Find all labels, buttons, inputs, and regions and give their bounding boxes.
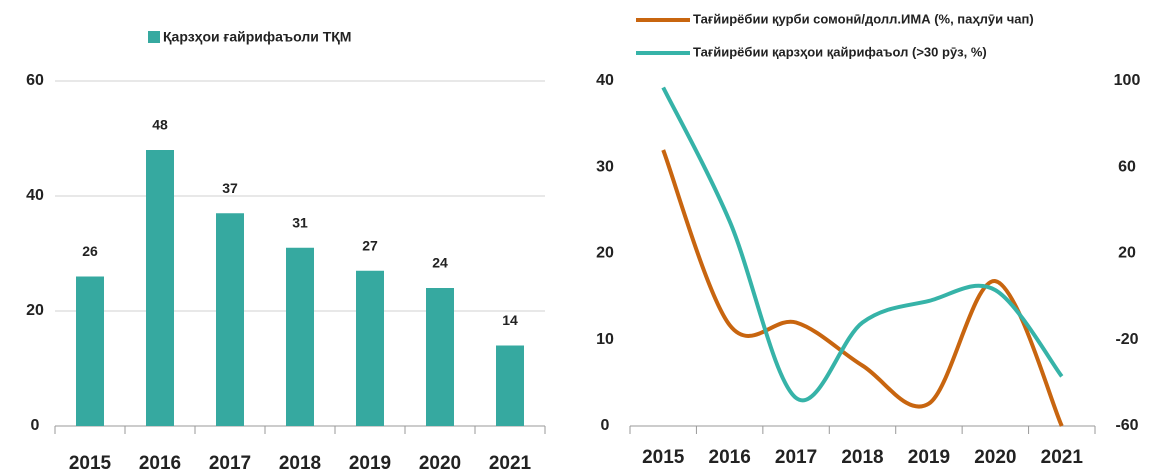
- value-label: 24: [432, 255, 448, 271]
- y2-tick-label: 100: [1114, 72, 1141, 89]
- x-tick-label: 2017: [209, 453, 251, 469]
- y-tick-label: 10: [596, 331, 614, 348]
- legend-label: Қарзҳои ғайрифаъоли ТҚМ: [163, 29, 351, 45]
- bar: [216, 213, 244, 426]
- bar: [76, 276, 104, 426]
- y-tick-label: 20: [596, 245, 614, 262]
- y2-tick-label: -20: [1115, 331, 1138, 348]
- value-label: 48: [152, 117, 168, 133]
- x-tick-label: 2018: [841, 447, 883, 468]
- y-tick-label: 60: [26, 72, 44, 89]
- x-tick-label: 2018: [279, 453, 321, 469]
- x-tick-label: 2016: [139, 453, 181, 469]
- bar: [356, 270, 384, 426]
- x-tick-label: 2015: [642, 447, 685, 468]
- x-tick-label: 2019: [908, 447, 950, 468]
- x-tick-label: 2020: [419, 453, 461, 469]
- legend-label: Тағйирёбии қарзҳои қайрифаъол (>30 рӯз, …: [693, 44, 987, 59]
- y2-tick-label: 60: [1118, 158, 1136, 175]
- y2-tick-label: -60: [1115, 417, 1138, 434]
- bar: [146, 150, 174, 426]
- legend-label: Тағйирёбии қурби сомонӣ/долл.ИМА (%, паҳ…: [693, 11, 1034, 26]
- value-label: 26: [82, 243, 98, 259]
- bar: [496, 345, 524, 426]
- y-tick-label: 30: [596, 158, 614, 175]
- value-label: 27: [362, 237, 378, 253]
- bar: [426, 288, 454, 426]
- y2-tick-label: 20: [1118, 245, 1136, 262]
- y-tick-label: 20: [26, 302, 44, 319]
- x-tick-label: 2016: [709, 447, 751, 468]
- series-line: [661, 149, 1064, 427]
- x-tick-label: 2021: [1041, 447, 1084, 468]
- y-tick-label: 40: [26, 187, 44, 204]
- legend-swatch: [148, 31, 160, 43]
- bar: [286, 247, 314, 426]
- x-tick-label: 2020: [974, 447, 1016, 468]
- value-label: 37: [222, 180, 238, 196]
- x-tick-label: 2017: [775, 447, 817, 468]
- value-label: 14: [502, 312, 518, 328]
- x-tick-label: 2015: [69, 453, 112, 469]
- series-line: [661, 86, 1064, 403]
- y-tick-label: 0: [601, 417, 610, 434]
- x-tick-label: 2019: [349, 453, 391, 469]
- y-tick-label: 0: [31, 417, 40, 434]
- value-label: 31: [292, 214, 308, 230]
- x-tick-label: 2021: [489, 453, 532, 469]
- y-tick-label: 40: [596, 72, 614, 89]
